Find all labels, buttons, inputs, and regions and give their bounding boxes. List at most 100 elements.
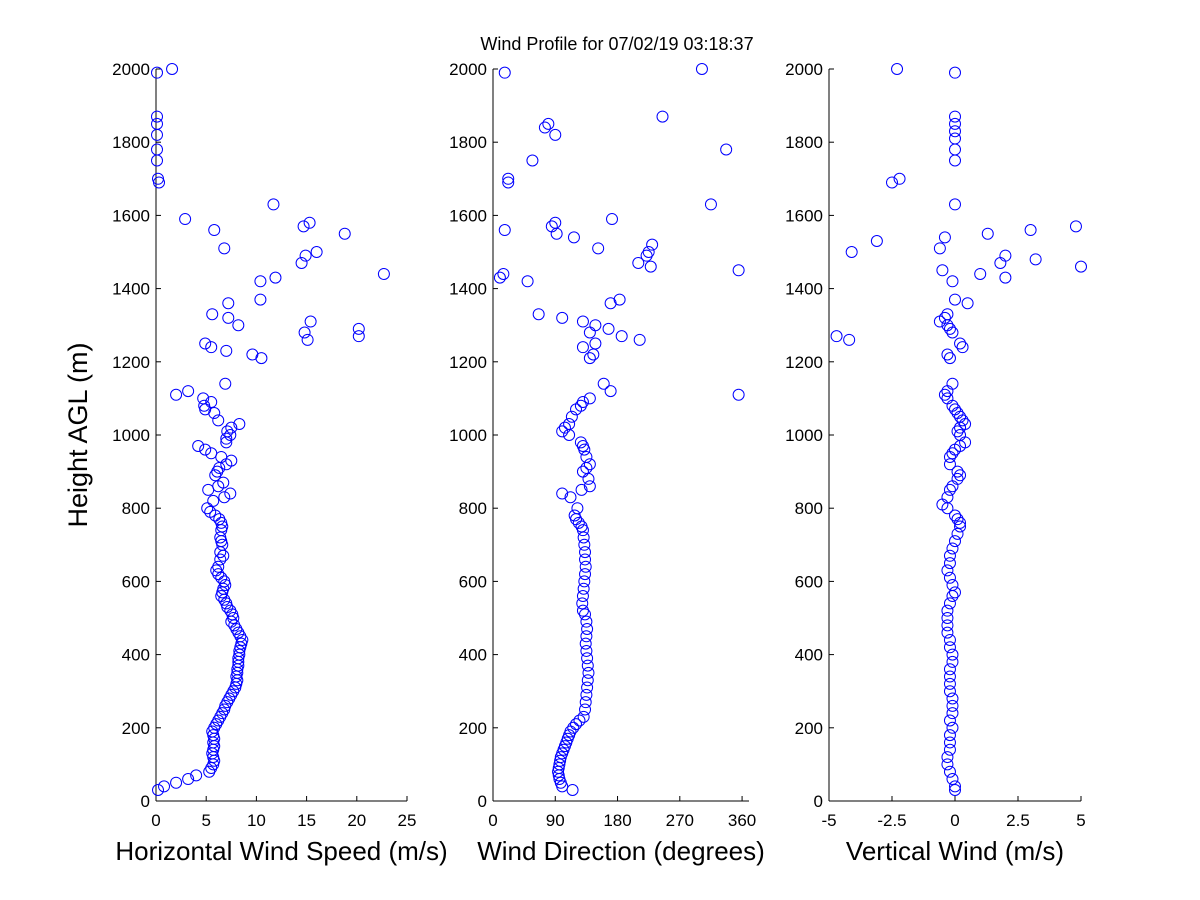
speed-data-point <box>208 754 221 767</box>
speed-data-point <box>203 765 216 778</box>
direction-data-point <box>582 472 595 485</box>
direction-y-tick-label: 2000 <box>449 60 487 79</box>
direction-data-point <box>576 341 589 354</box>
vertical-y-tick-label: 600 <box>795 572 823 591</box>
speed-data-point <box>235 637 248 650</box>
speed-data-point <box>216 538 229 551</box>
direction-y-tick-label: 0 <box>478 792 487 811</box>
direction-data-point <box>695 63 708 75</box>
vertical-data-point <box>845 246 858 258</box>
speed-data-point <box>224 429 237 441</box>
direction-data-point <box>583 392 596 405</box>
vertical-data-point <box>941 392 954 405</box>
direction-data-point <box>589 337 602 350</box>
vertical-data-point <box>994 256 1007 269</box>
vertical-data-point <box>956 341 969 354</box>
speed-data-point <box>198 399 211 412</box>
vertical-data-point <box>943 641 956 654</box>
vertical-data-point <box>941 626 954 639</box>
speed-data-point <box>206 308 219 321</box>
speed-data-point <box>222 297 235 310</box>
vertical-data-point <box>943 685 956 698</box>
vertical-data-point <box>886 176 898 189</box>
vertical-data-point <box>954 469 967 482</box>
vertical-data-point <box>974 267 987 280</box>
direction-data-point <box>567 231 580 244</box>
speed-y-tick-label: 1400 <box>112 280 150 299</box>
speed-y-tick-label: 0 <box>141 792 150 811</box>
vertical-data-point <box>941 385 954 398</box>
speed-y-tick-label: 2000 <box>112 60 150 79</box>
direction-data-point <box>579 560 592 573</box>
speed-data-point <box>201 502 214 515</box>
speed-data-point <box>216 586 229 599</box>
vertical-data-point <box>946 655 959 668</box>
speed-data-point <box>212 414 225 427</box>
speed-data-point <box>233 418 246 431</box>
vertical-data-point <box>954 337 967 350</box>
speed-data-point <box>209 509 222 522</box>
vertical-x-tick-label: 2.5 <box>1006 811 1030 830</box>
speed-x-tick-label: 10 <box>247 811 266 830</box>
vertical-data-point <box>946 377 959 390</box>
vertical-data-point <box>949 110 961 123</box>
vertical-x-tick-label: -5 <box>821 811 836 830</box>
speed-data-point <box>299 249 312 262</box>
speed-data-point <box>170 388 183 401</box>
direction-data-point <box>570 403 583 416</box>
speed-data-point <box>179 213 192 226</box>
vertical-data-point <box>933 315 946 328</box>
direction-data-point <box>542 117 555 130</box>
direction-y-tick-label: 1400 <box>449 280 487 299</box>
vertical-x-tick-label: -2.5 <box>877 811 906 830</box>
speed-data-point <box>170 776 183 789</box>
direction-data-point <box>502 176 515 189</box>
direction-data-point <box>571 502 584 515</box>
direction-data-point <box>633 333 646 346</box>
speed-data-point <box>153 176 166 189</box>
speed-data-point <box>217 582 230 595</box>
vertical-data-point <box>946 579 959 592</box>
speed-data-point <box>219 377 232 390</box>
direction-data-point <box>580 450 593 463</box>
vertical-data-point <box>943 670 956 683</box>
speed-data-point <box>202 483 215 496</box>
vertical-x-axis-title: Vertical Wind (m/s) <box>846 836 1064 866</box>
vertical-data-point <box>941 619 954 632</box>
vertical-data-point <box>938 231 951 244</box>
vertical-data-point <box>943 450 956 463</box>
vertical-data-point <box>941 564 954 577</box>
vertical-data-point <box>999 271 1012 284</box>
vertical-data-point <box>946 699 959 712</box>
panel-direction: 0 200 400 600 800 1000 1200 1400 1600 1800 2000 0 90… <box>449 60 765 866</box>
vertical-y-tick-label: 200 <box>795 719 823 738</box>
direction-data-point <box>644 260 657 273</box>
vertical-data-point <box>999 249 1012 262</box>
direction-data-point <box>615 330 628 343</box>
vertical-data-point <box>946 542 959 555</box>
direction-data-point <box>550 227 563 240</box>
vertical-y-tick-label: 1800 <box>785 133 823 152</box>
vertical-data-point <box>946 275 959 288</box>
speed-y-tick-label: 800 <box>122 499 150 518</box>
direction-data-point <box>579 553 592 566</box>
direction-data-point <box>565 410 578 423</box>
speed-data-point <box>199 337 212 350</box>
vertical-data-point <box>949 132 961 145</box>
speed-data-point <box>352 330 365 343</box>
vertical-data-point <box>951 407 964 420</box>
vertical-data-point <box>949 784 961 797</box>
speed-data-point <box>218 491 231 504</box>
vertical-data-point <box>943 483 956 496</box>
direction-data-point <box>606 213 619 226</box>
vertical-data-point <box>943 557 956 570</box>
speed-data-point <box>205 341 218 354</box>
speed-data-point <box>254 275 267 288</box>
direction-data-point <box>538 121 551 134</box>
vertical-data-point <box>949 154 961 167</box>
vertical-data-point <box>943 458 956 471</box>
vertical-data-point <box>938 388 951 401</box>
direction-x-tick-label: 90 <box>546 811 565 830</box>
direction-data-point <box>580 615 593 628</box>
direction-x-tick-label: 180 <box>603 811 631 830</box>
